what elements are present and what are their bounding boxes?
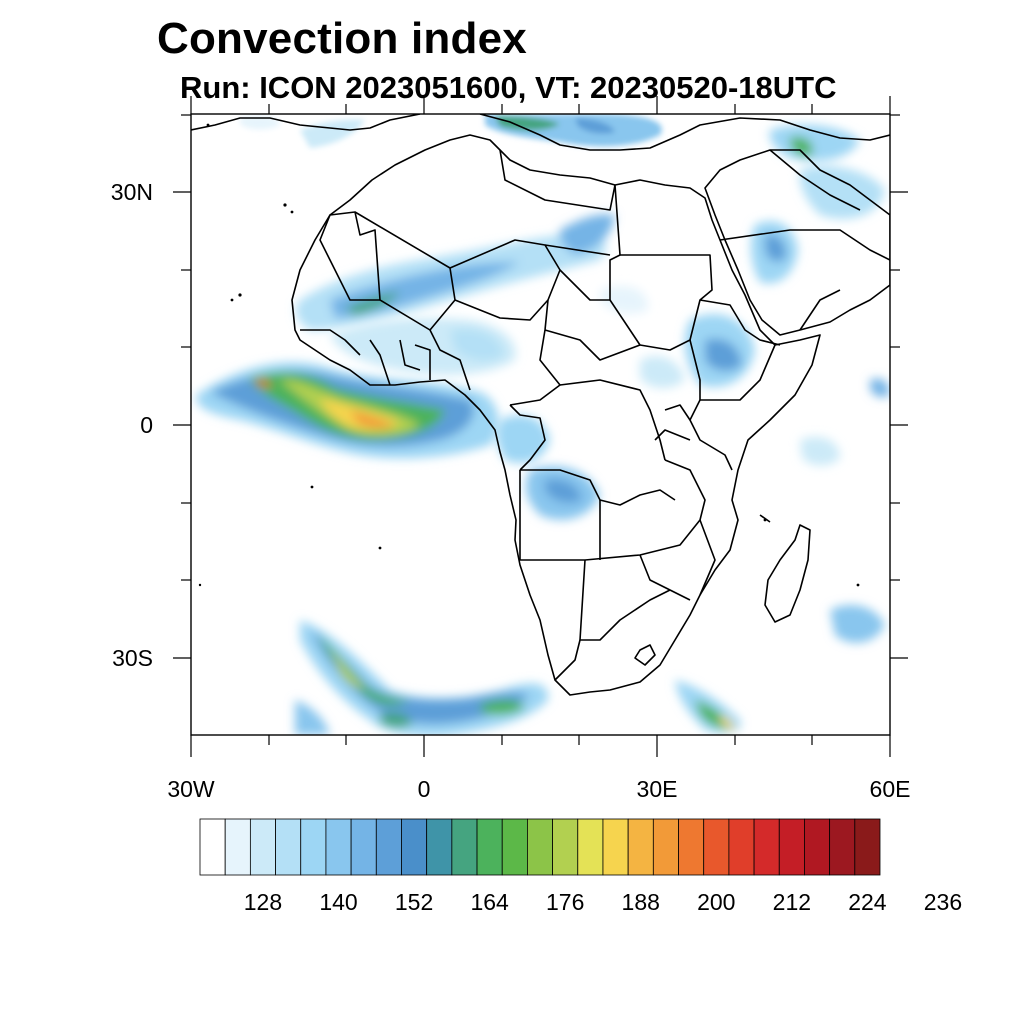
europe-coast	[191, 114, 890, 151]
region-west-africa-scatter	[330, 318, 516, 375]
madagascar	[764, 524, 811, 623]
region-indian-ocean	[800, 378, 890, 643]
border-20	[519, 459, 706, 561]
arabia-coast	[704, 149, 890, 336]
colorbar-box-10	[451, 818, 478, 876]
lon-label-30e: 30E	[636, 776, 678, 802]
africa-coastline	[291, 134, 821, 696]
colorbar-box-12	[501, 818, 528, 876]
colorbar	[199, 818, 881, 876]
colorbar-box-0	[199, 818, 226, 876]
colorbar-box-14	[552, 818, 579, 876]
colorbar-box-18	[652, 818, 679, 876]
colorbar-box-9	[426, 818, 453, 876]
colorbar-box-26	[854, 818, 881, 876]
region-sahel	[295, 214, 615, 330]
colorbar-box-19	[678, 818, 705, 876]
colorbar-box-25	[829, 818, 856, 876]
islands	[198, 123, 860, 587]
border-14	[699, 299, 781, 346]
border-25	[634, 644, 656, 666]
border-4	[499, 149, 616, 211]
axis-ticks	[173, 96, 908, 757]
border-16	[689, 399, 733, 471]
region-southeast-ocean	[675, 680, 741, 733]
colorbar-box-15	[577, 818, 604, 876]
border-5	[559, 184, 621, 301]
region-ethiopia	[600, 286, 755, 389]
colorbar-box-5	[325, 818, 352, 876]
region-arabia	[750, 124, 885, 284]
lat-label-0: 0	[140, 412, 153, 438]
border-7	[544, 244, 611, 256]
border-28	[799, 289, 841, 331]
colorbar-box-22	[753, 818, 780, 876]
border-27	[769, 149, 861, 211]
colorbar-label-188: 188	[621, 889, 660, 915]
border-24	[554, 639, 581, 681]
border-18	[509, 404, 546, 471]
map-panel	[191, 114, 890, 735]
region-gulf-of-guinea	[195, 362, 499, 459]
colorbar-box-16	[602, 818, 629, 876]
colorbar-box-1	[224, 818, 251, 876]
colorbar-label-200: 200	[697, 889, 736, 915]
border-3	[449, 239, 561, 321]
chart-title: Convection index	[157, 14, 527, 63]
border-13	[559, 379, 666, 461]
colorbar-label-212: 212	[772, 889, 812, 915]
madagascar-detail	[759, 514, 771, 523]
colorbar-box-13	[527, 818, 553, 876]
colorbar-label-128: 128	[243, 889, 283, 915]
border-22	[599, 500, 691, 601]
colorbar-box-17	[627, 818, 654, 876]
country-borders	[191, 114, 890, 696]
colorbar-box-23	[778, 818, 805, 876]
colorbar-box-11	[476, 818, 503, 876]
lat-label-30s: 30S	[112, 645, 153, 671]
colorbar-box-4	[300, 818, 327, 876]
colorbar-box-6	[350, 818, 377, 876]
colorbar-label-236: 236	[923, 889, 963, 915]
border-10	[369, 339, 431, 386]
colorbar-box-7	[375, 818, 402, 876]
lon-label-60e: 60E	[869, 776, 911, 802]
border-23	[699, 519, 716, 596]
border-26	[719, 229, 890, 261]
colorbar-label-176: 176	[545, 889, 585, 915]
border-6	[609, 254, 713, 351]
border-15	[689, 339, 776, 401]
region-south-atlantic	[295, 620, 549, 735]
border-8	[509, 299, 561, 406]
colorbar-box-8	[401, 818, 428, 876]
border-19	[520, 469, 676, 506]
border-21	[579, 559, 671, 641]
colorbar-box-3	[275, 818, 302, 876]
lat-label-30n: 30N	[110, 179, 153, 205]
colorbar-box-21	[728, 818, 755, 876]
colorbar-box-24	[804, 818, 831, 876]
chart-subtitle: Run: ICON 2023051600, VT: 20230520-18UTC	[180, 70, 837, 105]
border-9	[429, 329, 471, 391]
border-11	[300, 329, 361, 356]
colorbar-label-224: 224	[848, 889, 887, 915]
border-17	[654, 404, 691, 441]
colorbar-box-20	[703, 818, 730, 876]
lon-label-0: 0	[417, 776, 431, 802]
colorbar-label-164: 164	[470, 889, 509, 915]
colorbar-label-140: 140	[319, 889, 358, 915]
colorbar-box-2	[249, 818, 276, 876]
lon-label-30w: 30W	[167, 776, 215, 802]
border-12	[544, 329, 641, 361]
convection-shading	[195, 114, 890, 735]
colorbar-label-152: 152	[394, 889, 434, 915]
